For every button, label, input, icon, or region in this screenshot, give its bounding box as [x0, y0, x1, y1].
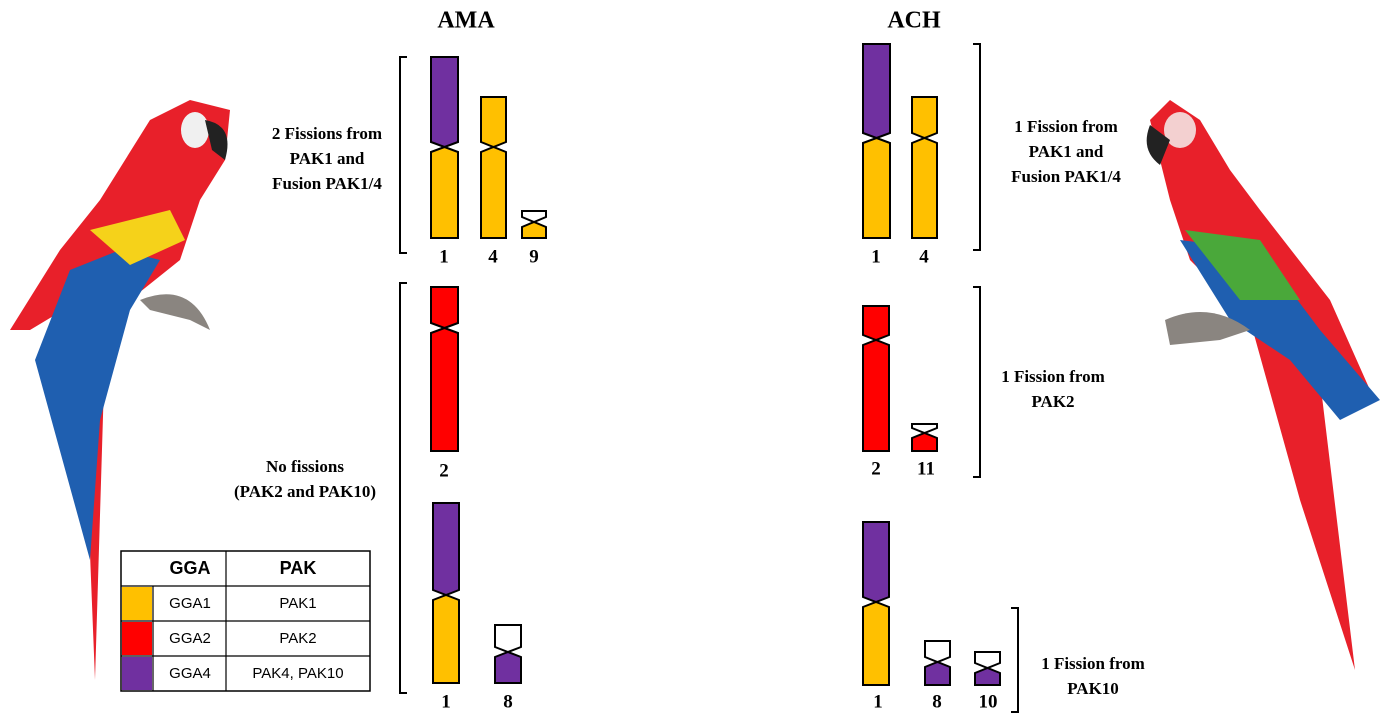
note-line: PAK1 and: [1029, 142, 1104, 161]
chromosome-part: [431, 328, 458, 451]
note-line: 1 Fission from: [1041, 654, 1145, 673]
chromosome-part: [431, 147, 458, 238]
chromosome-label: 4: [919, 246, 929, 267]
chromosome-labels: 1 4 9 2 1 8 1 4 2 11 1 8 10: [439, 246, 997, 712]
chromosome-label: 8: [503, 691, 513, 712]
chromosome-label: 1: [439, 246, 449, 267]
chromosome-part: [433, 503, 459, 595]
chromosome-label: 11: [917, 458, 935, 479]
chromosome-part: [863, 522, 889, 602]
chromosome-part: [495, 625, 521, 652]
note-line: Fusion PAK1/4: [1011, 167, 1121, 186]
chromosome-label: 9: [529, 246, 539, 267]
chromosome-part: [912, 97, 937, 138]
chromosome-part: [975, 668, 1000, 685]
chromosome-label: 4: [488, 246, 498, 267]
panel-title: ACH: [887, 8, 941, 34]
chromosome-label: 2: [871, 458, 881, 479]
chromosomes: [431, 44, 1000, 685]
chromosome-part: [863, 602, 889, 685]
legend-table: GGA PAK GGA1 PAK1 GGA2 PAK2 GGA4 PAK4, P…: [121, 551, 370, 691]
chromosome-label: 2: [439, 460, 449, 481]
chromosome-part: [481, 97, 506, 147]
note-line: PAK10: [1067, 679, 1119, 698]
note-line: (PAK2 and PAK10): [234, 482, 376, 501]
legend-cell: GGA2: [169, 630, 211, 647]
chromosome-part: [481, 147, 506, 238]
chromosome-part: [925, 641, 950, 662]
figure: AMA ACH 1 4 9 2 1 8 1 4 2 11 1 8 10 2 Fi…: [0, 0, 1387, 715]
chromosome-part: [863, 306, 889, 340]
chromosome-label: 10: [979, 691, 998, 712]
legend-cell: PAK2: [279, 630, 316, 647]
chromosome-part: [431, 287, 458, 328]
chromosome-part: [433, 595, 459, 683]
chromosome-part: [863, 138, 890, 238]
chromosome-part: [863, 340, 889, 451]
note-line: 2 Fissions from: [272, 124, 382, 143]
note-line: Fusion PAK1/4: [272, 174, 382, 193]
chromosome-part: [431, 57, 458, 147]
chromosome-label: 1: [873, 691, 883, 712]
chromosome-part: [975, 652, 1000, 668]
chromosome-part: [522, 222, 546, 238]
chromosome-part: [912, 424, 937, 433]
panel-title: AMA: [437, 8, 495, 34]
note-line: PAK2: [1031, 392, 1074, 411]
chromosome-part: [522, 211, 546, 222]
note-line: 1 Fission from: [1001, 367, 1105, 386]
chromosome-label: 1: [871, 246, 881, 267]
green-winged-macaw: [1147, 100, 1380, 670]
chromosome-label: 1: [441, 691, 451, 712]
chromosome-part: [495, 652, 521, 683]
legend-cell: PAK4, PAK10: [252, 665, 343, 682]
note-line: PAK1 and: [290, 149, 365, 168]
legend-cell: GGA4: [169, 665, 211, 682]
chromosome-label: 8: [932, 691, 942, 712]
chromosome-part: [863, 44, 890, 138]
note-line: No fissions: [266, 457, 344, 476]
legend-header: PAK: [280, 558, 317, 578]
legend-cell: PAK1: [279, 595, 316, 612]
chromosome-part: [912, 138, 937, 238]
legend-cell: GGA1: [169, 595, 211, 612]
note-line: 1 Fission from: [1014, 117, 1118, 136]
legend-header: GGA: [169, 558, 210, 578]
chromosome-part: [912, 433, 937, 451]
chromosome-part: [925, 662, 950, 685]
